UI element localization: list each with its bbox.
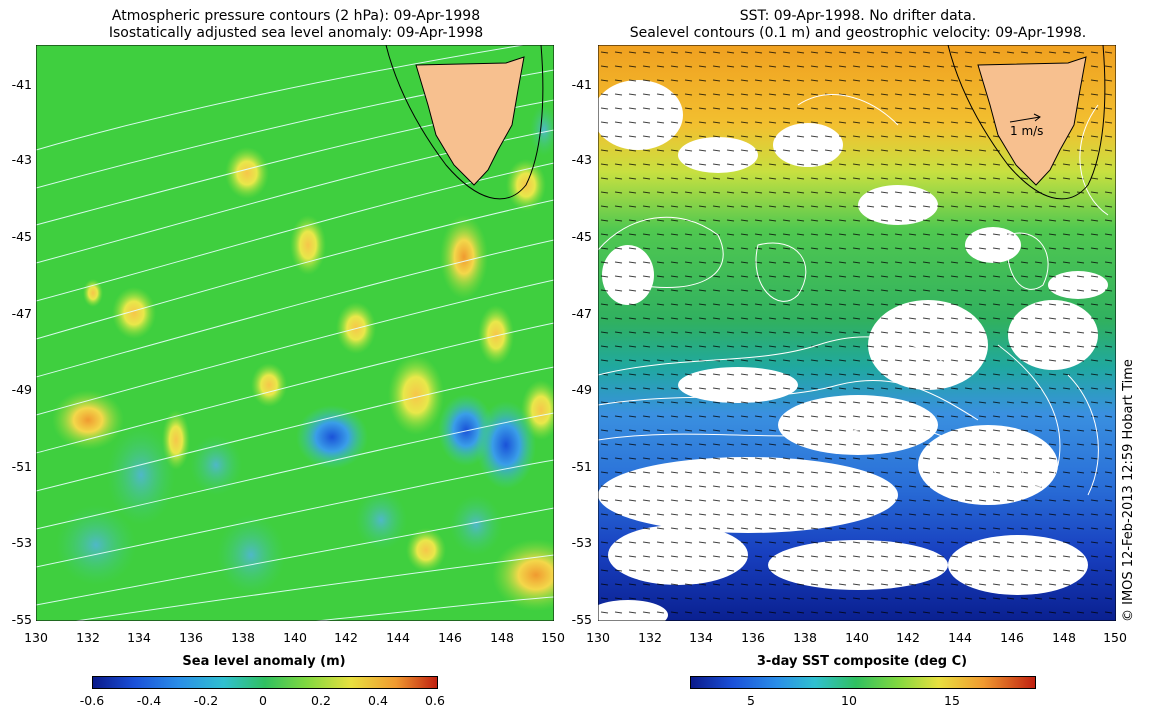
right-x-tick: 144 [948, 630, 972, 645]
tasmania-coast-contour [947, 45, 1106, 200]
left-x-tick: 138 [231, 630, 255, 645]
left-colorbar-tick: -0.6 [79, 693, 105, 708]
sea-level-anomaly-map [36, 45, 554, 621]
right-x-tick: 136 [741, 630, 765, 645]
left-y-tick: -53 [11, 535, 32, 550]
right-y-tick: -53 [571, 535, 592, 550]
right-y-tick: -47 [571, 306, 592, 321]
sla-negative-blob [476, 401, 536, 489]
tasmania-land [415, 56, 525, 186]
left-x-tick: 142 [334, 630, 358, 645]
sla-negative-blob [530, 104, 554, 156]
right-title-line1: SST: 09-Apr-1998. No drifter data. [739, 8, 977, 24]
right-x-tick: 150 [1103, 630, 1127, 645]
tasmania-land [977, 56, 1087, 186]
sla-positive-blob [52, 390, 124, 450]
right-x-tick: 140 [845, 630, 869, 645]
right-y-tick: -43 [571, 152, 592, 167]
sst-colorbar [690, 676, 1036, 689]
sla-positive-blob [406, 528, 446, 572]
copyright-credit: © IMOS 12-Feb-2013 12:59 Hobart Time [1121, 359, 1136, 622]
right-x-tick: 134 [689, 630, 713, 645]
right-colorbar-title: 3-day SST composite (deg C) [756, 654, 968, 669]
sla-negative-blob [56, 505, 136, 585]
left-colorbar-tick: -0.4 [136, 693, 162, 708]
sla-negative-blob [107, 425, 175, 525]
left-colorbar-tick: 0.4 [368, 693, 388, 708]
left-y-tick: -47 [11, 306, 32, 321]
right-x-tick: 146 [1000, 630, 1024, 645]
left-y-tick: -51 [11, 459, 32, 474]
sla-positive-blob [478, 305, 514, 365]
velocity-scale-label: 1 m/s [1010, 124, 1044, 138]
sla-negative-blob [355, 490, 407, 550]
right-x-tick: 142 [896, 630, 920, 645]
left-colorbar-tick: 0.6 [425, 693, 445, 708]
left-x-tick: 130 [24, 630, 48, 645]
sla-negative-blob [450, 495, 502, 555]
sla-positive-blob [440, 215, 488, 299]
sla-positive-blob [290, 215, 326, 275]
velocity-scale-arrow [1009, 113, 1041, 123]
sla-colorbar [92, 676, 438, 689]
sla-positive-blob [112, 287, 156, 339]
left-x-tick: 140 [283, 630, 307, 645]
right-y-tick: -45 [571, 229, 592, 244]
left-title-line1: Atmospheric pressure contours (2 hPa): 0… [111, 8, 481, 24]
left-y-tick: -49 [11, 382, 32, 397]
left-x-tick: 136 [179, 630, 203, 645]
left-x-tick: 144 [386, 630, 410, 645]
right-colorbar-tick: 15 [944, 693, 960, 708]
left-x-tick: 148 [490, 630, 514, 645]
sst-map [598, 45, 1116, 621]
right-title-line2: Sealevel contours (0.1 m) and geostrophi… [629, 25, 1087, 41]
right-colorbar-tick: 10 [841, 693, 857, 708]
sla-positive-blob [336, 302, 376, 354]
sealevel-contours [598, 94, 1109, 496]
left-x-tick: 132 [76, 630, 100, 645]
sla-positive-blob [251, 363, 287, 407]
left-title-line2: Isostatically adjusted sea level anomaly… [108, 25, 484, 41]
sla-positive-blob [225, 147, 269, 199]
right-y-tick: -51 [571, 459, 592, 474]
left-x-tick: 134 [127, 630, 151, 645]
sla-negative-blob [217, 515, 285, 595]
right-x-tick: 132 [638, 630, 662, 645]
left-x-tick: 146 [438, 630, 462, 645]
left-colorbar-title: Sea level anomaly (m) [182, 654, 346, 669]
left-y-tick: -55 [11, 612, 32, 627]
right-colorbar-tick: 5 [747, 693, 755, 708]
left-colorbar-tick: 0.2 [311, 693, 331, 708]
right-y-tick: -41 [571, 77, 592, 92]
sla-positive-blob [83, 279, 103, 307]
tasmania-coast-contour [385, 45, 544, 200]
left-y-tick: -45 [11, 229, 32, 244]
right-x-tick: 138 [793, 630, 817, 645]
left-colorbar-tick: 0 [259, 693, 267, 708]
sla-positive-blob [388, 355, 444, 435]
sla-negative-blob [190, 435, 242, 495]
left-y-tick: -43 [11, 152, 32, 167]
right-y-tick: -55 [571, 612, 592, 627]
pressure-contours [36, 45, 554, 621]
right-x-tick: 148 [1052, 630, 1076, 645]
right-x-tick: 130 [586, 630, 610, 645]
left-colorbar-tick: -0.2 [193, 693, 219, 708]
sla-negative-blob [296, 405, 368, 469]
right-y-tick: -49 [571, 382, 592, 397]
left-x-tick: 150 [541, 630, 565, 645]
left-y-tick: -41 [11, 77, 32, 92]
